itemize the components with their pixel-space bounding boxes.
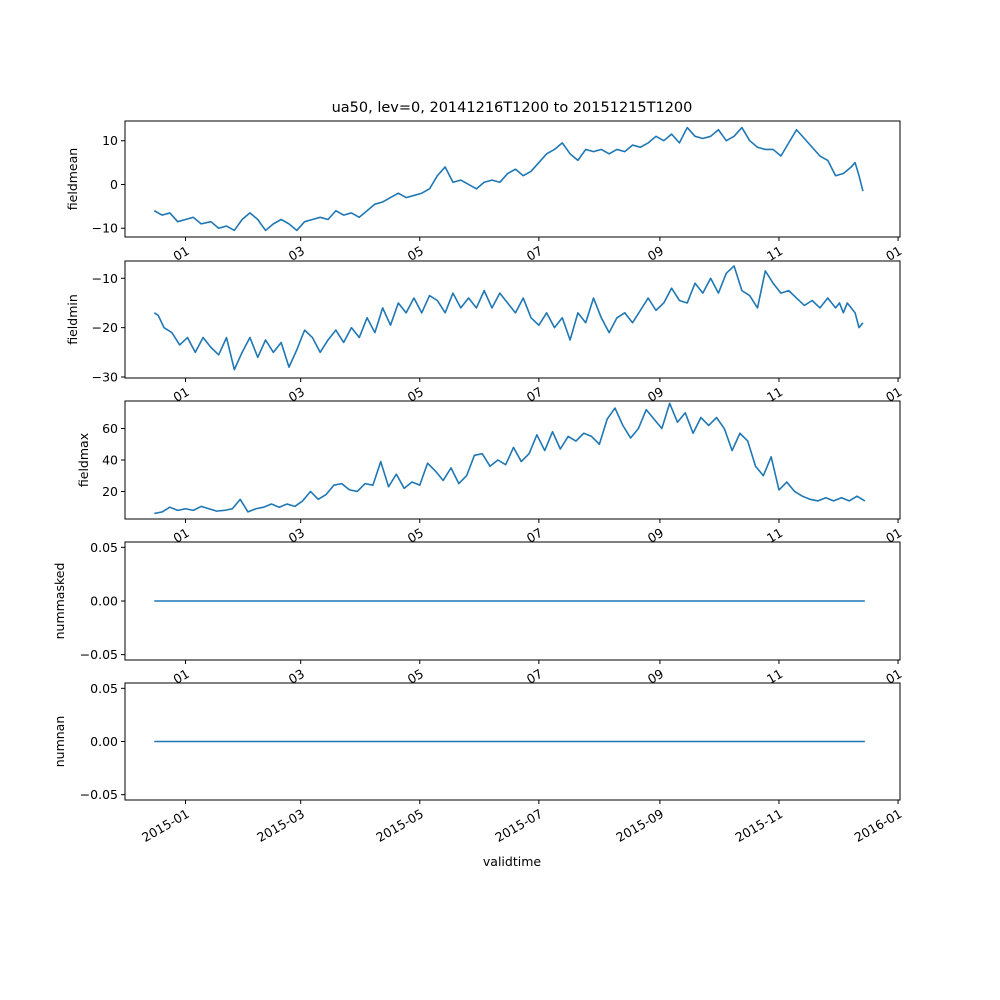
y-axis-label: nummasked <box>52 563 67 640</box>
x-tick-label: 07 <box>524 525 545 546</box>
x-tick-label: 01 <box>171 384 192 405</box>
subplot-fieldmax: 20 40 60 01 03 05 07 09 11 01 fieldmax <box>76 400 904 546</box>
x-tick-label: 09 <box>645 243 666 264</box>
x-tick-label: 11 <box>764 384 785 405</box>
x-tick-label: 01 <box>171 666 192 687</box>
y-tick-label: 60 <box>102 421 118 436</box>
x-tick-label: 07 <box>524 384 545 405</box>
y-tick-label: −10 <box>92 271 118 286</box>
x-tick-label: 05 <box>405 525 426 546</box>
x-tick-label: 03 <box>286 384 307 405</box>
axes-frame <box>124 120 901 238</box>
chart-title: ua50, lev=0, 20141216T1200 to 20151215T1… <box>332 100 693 116</box>
y-tick-label: 0.00 <box>90 734 118 749</box>
subplot-fieldmean: −10 0 10 01 03 05 07 09 11 01 fieldmean <box>65 120 904 264</box>
series-line-fieldmax <box>154 402 866 515</box>
y-tick-label: 0.05 <box>90 540 118 555</box>
x-tick-label: 11 <box>764 525 785 546</box>
y-tick-label: 10 <box>102 133 118 148</box>
x-axis-label: validtime <box>483 854 541 869</box>
y-tick-label: −0.05 <box>80 787 118 802</box>
x-tick-label: 09 <box>645 666 666 687</box>
y-tick-label: 0 <box>110 177 118 192</box>
y-tick-label: 0.00 <box>90 594 118 609</box>
x-tick-label: 2015-05 <box>373 806 426 845</box>
x-tick-label: 07 <box>524 666 545 687</box>
x-tick-label: 01 <box>171 243 192 264</box>
y-tick-label: 40 <box>102 453 118 468</box>
x-tick-label: 01 <box>883 384 904 405</box>
x-tick-label: 2015-03 <box>254 806 307 845</box>
x-tick-label: 05 <box>405 243 426 264</box>
x-tick-label: 2015-11 <box>733 806 786 845</box>
x-tick-label: 01 <box>883 243 904 264</box>
y-axis-label: numnan <box>52 716 67 768</box>
x-tick-label: 01 <box>171 525 192 546</box>
y-axis-label: fieldmax <box>76 433 91 487</box>
x-tick-label: 03 <box>286 525 307 546</box>
y-tick-label: 20 <box>102 484 118 499</box>
axes-frame <box>124 260 901 379</box>
x-tick-label: 09 <box>645 384 666 405</box>
y-tick-label: −0.05 <box>80 647 118 662</box>
subplot-nummasked: −0.05 0.00 0.05 01 03 05 07 09 11 01 nummasked <box>52 540 904 687</box>
series-line-fieldmean <box>153 126 864 232</box>
x-tick-label: 03 <box>286 666 307 687</box>
x-tick-label: 05 <box>405 666 426 687</box>
x-tick-label: 01 <box>883 666 904 687</box>
x-tick-label: 03 <box>286 243 307 264</box>
y-tick-label: −10 <box>92 221 118 236</box>
x-tick-label: 01 <box>883 525 904 546</box>
series-line-fieldmin <box>153 265 864 371</box>
x-tick-label: 05 <box>405 384 426 405</box>
y-axis-label: fieldmin <box>65 294 80 345</box>
subplot-numnan: −0.05 0.00 0.05 2015-01 2015-03 2015-05 2015-0… <box>52 681 904 845</box>
y-tick-label: 0.05 <box>90 681 118 696</box>
y-tick-label: −20 <box>92 320 118 335</box>
subplot-fieldmin: −30 −20 −10 01 03 05 07 09 11 01 fieldmin <box>65 260 904 405</box>
y-tick-label: −30 <box>92 370 118 385</box>
y-axis-label: fieldmean <box>65 148 80 210</box>
x-tick-label: 2016-01 <box>852 806 905 845</box>
x-tick-label: 2015-07 <box>492 806 545 845</box>
x-tick-label: 2015-09 <box>613 806 666 845</box>
x-tick-label: 07 <box>524 243 545 264</box>
x-tick-label: 2015-01 <box>139 806 192 845</box>
x-tick-label: 11 <box>764 666 785 687</box>
x-tick-label: 09 <box>645 525 666 546</box>
x-tick-label: 11 <box>764 243 785 264</box>
